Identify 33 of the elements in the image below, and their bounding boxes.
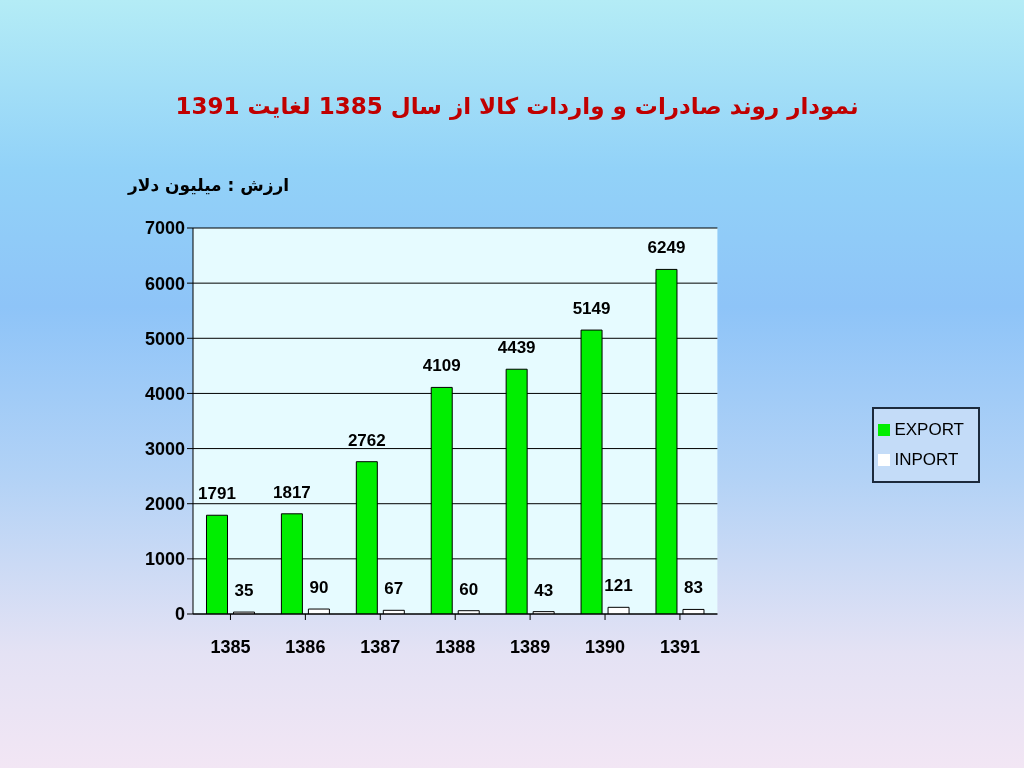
x-tick-label: 1390 [585,636,626,657]
data-label: 67 [384,579,404,599]
data-label: 2762 [347,430,386,450]
y-tick-label: 3000 [144,438,185,459]
y-tick-label: 6000 [144,273,185,294]
data-label: 83 [684,578,703,598]
x-tick-label: 1387 [360,636,401,657]
data-label: 60 [459,579,479,599]
data-label: 90 [309,578,329,598]
y-tick-label: 5000 [144,328,185,349]
chart-title: نمودار روند صادرات و واردات کالا از سال 1385 لغایت 1391 [174,93,860,119]
x-tick-label: 1385 [210,636,251,657]
x-tick-label: 1391 [659,636,700,657]
x-tick-label: 1389 [510,636,551,657]
data-label: 35 [234,581,254,601]
y-tick-label: 0 [174,604,185,625]
legend-label: INPORT [894,449,959,469]
x-tick-label: 1386 [285,636,326,657]
data-label: 4439 [497,338,536,358]
data-label: 43 [534,580,554,600]
y-tick-label: 2000 [144,494,185,515]
data-label: 121 [604,576,633,596]
data-label: 4109 [422,356,461,376]
y-tick-label: 4000 [144,383,185,404]
y-tick-label: 1000 [144,549,185,570]
data-label: 6249 [647,238,686,258]
data-label: 1791 [198,484,236,504]
data-label: 1817 [272,482,311,502]
data-label: 5149 [572,299,611,319]
y-tick-label: 7000 [144,218,185,239]
x-tick-label: 1388 [435,636,476,657]
y-axis-title: ارزش : میلیون دلار [128,175,290,195]
legend-label: EXPORT [894,419,964,439]
